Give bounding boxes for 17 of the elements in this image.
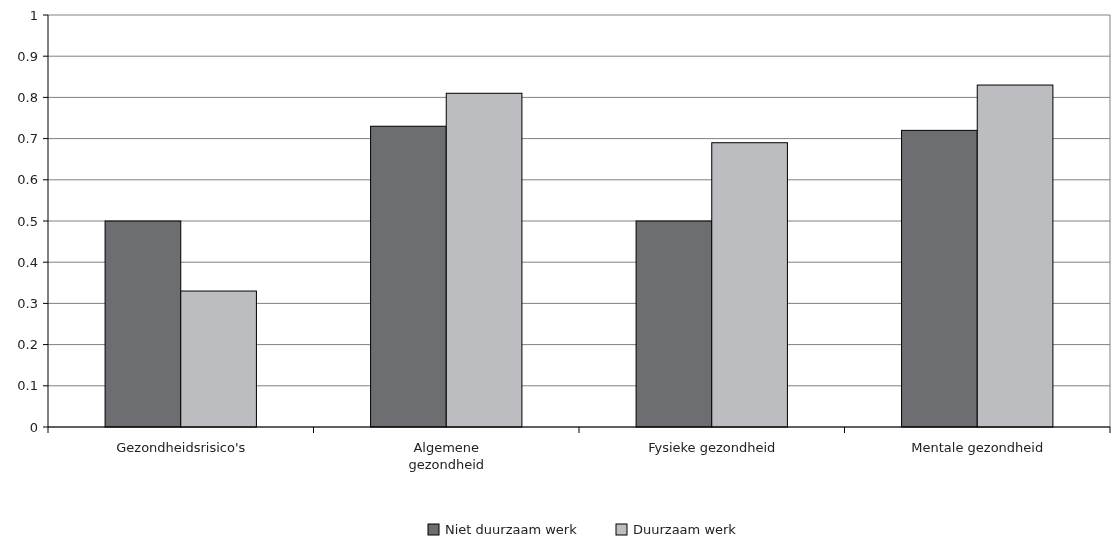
- y-tick-label: 0.3: [17, 295, 38, 311]
- y-tick-label: 0.8: [17, 89, 38, 105]
- legend-label: Duurzaam werk: [633, 522, 737, 537]
- y-tick-label: 0.9: [17, 48, 38, 64]
- y-tick-label: 0.5: [17, 213, 38, 229]
- y-tick-label: 0.6: [17, 172, 38, 188]
- x-tick-label: Fysieke gezondheid: [648, 440, 776, 455]
- y-tick-label: 1: [29, 7, 38, 23]
- x-tick-label: Mentale gezondheid: [911, 440, 1044, 455]
- x-tick-label: Gezondheidsrisico's: [116, 440, 246, 455]
- y-tick-label: 0.2: [17, 337, 38, 353]
- y-tick-label: 0.7: [17, 131, 38, 147]
- legend-label: Niet duurzaam werk: [445, 522, 578, 537]
- y-tick-label: 0: [29, 419, 38, 435]
- y-tick-label: 0.1: [17, 378, 38, 394]
- y-tick-label: 0.4: [17, 254, 38, 270]
- x-tick-label: Algemene gezondheid: [408, 440, 485, 472]
